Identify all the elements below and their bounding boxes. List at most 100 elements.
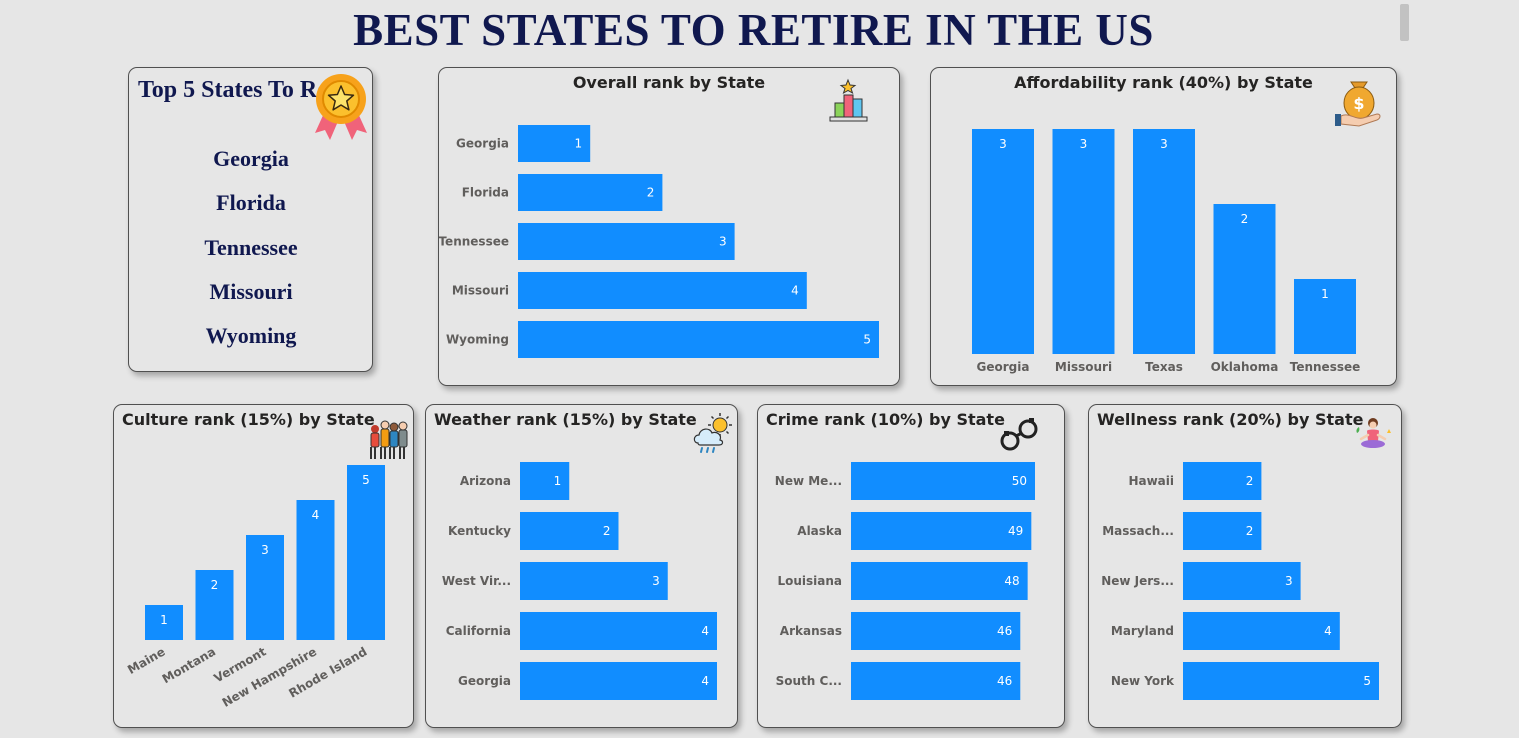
- wellness-data-label: 2: [1246, 474, 1254, 488]
- weather-category-label: Georgia: [458, 674, 511, 688]
- weather-data-label: 4: [701, 624, 709, 638]
- culture-data-label: 4: [312, 508, 320, 522]
- affordability-rank-chart: 3 Georgia 3 Missouri 3 Texas 2 Oklahoma 1 Tenness…: [972, 129, 1361, 374]
- weather-bar[interactable]: [520, 462, 570, 500]
- wellness-bar[interactable]: [1183, 612, 1340, 650]
- affordability-data-label: 3: [1160, 137, 1168, 151]
- affordability-category-label: Oklahoma: [1211, 360, 1279, 374]
- affordability-category-label: Georgia: [977, 360, 1030, 374]
- overall-data-label: 5: [863, 333, 871, 347]
- overall-bar[interactable]: [518, 321, 879, 358]
- overall-category-label: Florida: [462, 186, 509, 200]
- wellness-bar[interactable]: [1183, 462, 1262, 500]
- overall-data-label: 2: [647, 186, 655, 200]
- culture-data-label: 5: [362, 473, 370, 487]
- affordability-category-label: Missouri: [1055, 360, 1112, 374]
- wellness-category-label: New York: [1111, 674, 1175, 688]
- crime-bar[interactable]: [851, 662, 1021, 700]
- money-bag-hand-icon: $: [1335, 81, 1381, 127]
- culture-bar[interactable]: [195, 570, 234, 640]
- crime-category-label: South C...: [776, 674, 842, 688]
- crime-rank-title: Crime rank (10%) by State: [766, 410, 1005, 429]
- wellness-bar[interactable]: [1183, 662, 1379, 700]
- culture-bar[interactable]: [347, 465, 385, 640]
- top5-card: Top 5 States To Retire Georgia Florida T…: [128, 67, 373, 372]
- crime-category-label: New Me...: [775, 474, 842, 488]
- crime-data-label: 48: [1004, 574, 1019, 588]
- weather-bar[interactable]: [520, 612, 717, 650]
- svg-text:$: $: [1353, 94, 1364, 113]
- crime-data-label: 49: [1008, 524, 1023, 538]
- overall-category-label: Georgia: [456, 137, 509, 151]
- crime-category-label: Louisiana: [777, 574, 842, 588]
- affordability-bar[interactable]: [972, 129, 1034, 354]
- overall-bar[interactable]: [518, 223, 735, 260]
- overall-bar[interactable]: [518, 174, 663, 211]
- overall-data-label: 4: [791, 284, 799, 298]
- culture-category-label: Montana: [160, 644, 218, 686]
- scrollbar-thumb[interactable]: [1400, 4, 1409, 41]
- weather-category-label: Kentucky: [448, 524, 511, 538]
- wellness-bar[interactable]: [1183, 562, 1301, 600]
- weather-sun-cloud-icon: [693, 413, 732, 453]
- top5-item: Tennessee: [204, 234, 298, 260]
- crime-data-label: 46: [997, 674, 1012, 688]
- crime-bar[interactable]: [851, 562, 1028, 600]
- crime-bar[interactable]: [851, 512, 1032, 550]
- culture-bar[interactable]: [246, 535, 284, 640]
- crime-bar[interactable]: [851, 612, 1021, 650]
- weather-rank-card: Weather rank (15%) by State Arizona 1 Kent…: [425, 404, 738, 728]
- affordability-data-label: 3: [999, 137, 1007, 151]
- weather-category-label: West Vir...: [442, 574, 511, 588]
- page-title: BEST STATES TO RETIRE IN THE US: [353, 5, 1154, 55]
- affordability-rank-title: Affordability rank (40%) by State: [1014, 73, 1313, 92]
- overall-category-label: Missouri: [452, 284, 509, 298]
- top5-item: Wyoming: [205, 323, 297, 349]
- affordability-category-label: Texas: [1145, 360, 1183, 374]
- top5-item: Missouri: [209, 278, 293, 304]
- wellness-category-label: Massach...: [1102, 524, 1174, 538]
- crime-bar[interactable]: [851, 462, 1035, 500]
- wellness-bar[interactable]: [1183, 512, 1262, 550]
- weather-bar[interactable]: [520, 562, 668, 600]
- wellness-category-label: Maryland: [1111, 624, 1174, 638]
- wellness-data-label: 5: [1363, 674, 1371, 688]
- culture-rank-title: Culture rank (15%) by State: [122, 410, 375, 429]
- affordability-category-label: Tennessee: [1290, 360, 1361, 374]
- crime-rank-card: Crime rank (10%) by State New Me... 50 Ala…: [757, 404, 1065, 728]
- overall-rank-title: Overall rank by State: [572, 73, 766, 92]
- affordability-bar[interactable]: [1294, 279, 1356, 354]
- culture-bar[interactable]: [296, 500, 335, 640]
- overall-rank-chart: Georgia 1 Florida 2 Tennessee 3 Missouri 4 Wyomi…: [439, 125, 879, 358]
- culture-data-label: 2: [211, 578, 219, 592]
- crime-rank-chart: New Me... 50 Alaska 49 Louisiana 48 Arkansas 46…: [775, 462, 1035, 700]
- affordability-bar[interactable]: [1133, 129, 1195, 354]
- crime-data-label: 50: [1012, 474, 1027, 488]
- wellness-rank-title: Wellness rank (20%) by State: [1097, 410, 1364, 429]
- wellness-data-label: 3: [1285, 574, 1293, 588]
- overall-bar[interactable]: [518, 125, 591, 162]
- weather-category-label: California: [446, 624, 511, 638]
- culture-data-label: 3: [261, 543, 269, 557]
- affordability-bar[interactable]: [1213, 204, 1276, 354]
- wellness-category-label: Hawaii: [1128, 474, 1174, 488]
- overall-rank-card: Overall rank by State Georgia 1 Florida 2 Te…: [438, 67, 900, 386]
- crime-data-label: 46: [997, 624, 1012, 638]
- weather-data-label: 2: [603, 524, 611, 538]
- weather-data-label: 4: [701, 674, 709, 688]
- culture-rank-card: Culture rank (15%) by State 1 Maine 2 Monta…: [113, 404, 414, 728]
- wellness-category-label: New Jers...: [1101, 574, 1174, 588]
- culture-bar[interactable]: [145, 605, 183, 640]
- overall-bar[interactable]: [518, 272, 807, 309]
- overall-data-label: 1: [575, 137, 583, 151]
- weather-bar[interactable]: [520, 512, 619, 550]
- meditation-icon: [1356, 418, 1391, 448]
- weather-bar[interactable]: [520, 662, 717, 700]
- affordability-bar[interactable]: [1052, 129, 1115, 354]
- award-medal-icon: [315, 74, 367, 140]
- weather-data-label: 3: [652, 574, 660, 588]
- handcuffs-icon: [1000, 418, 1038, 451]
- top5-item: Florida: [216, 190, 286, 216]
- weather-category-label: Arizona: [460, 474, 511, 488]
